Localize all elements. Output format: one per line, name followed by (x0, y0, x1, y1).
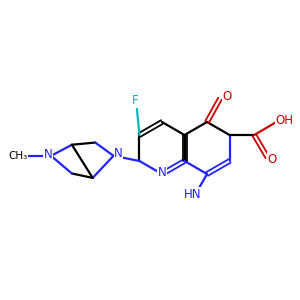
Text: F: F (132, 94, 138, 107)
Text: O: O (268, 153, 277, 166)
Text: O: O (222, 90, 232, 103)
Text: N: N (44, 148, 52, 161)
Text: N: N (114, 147, 123, 160)
Text: OH: OH (275, 115, 293, 128)
Text: CH₃: CH₃ (8, 151, 27, 161)
Text: HN: HN (184, 188, 201, 201)
Text: N: N (158, 167, 166, 179)
